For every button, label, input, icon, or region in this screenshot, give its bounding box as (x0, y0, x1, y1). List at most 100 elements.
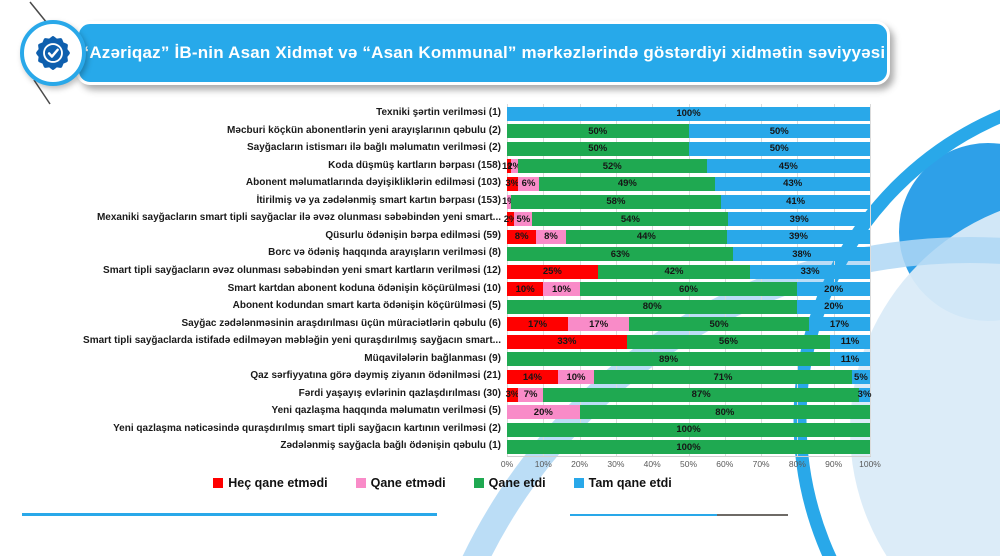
data-label: 56% (718, 336, 738, 348)
chart-row-14: Smart tipli sayğaclarda istifadə edilməy… (0, 333, 880, 351)
category-label: Texniki şərtin verilməsi (1) (376, 107, 501, 118)
category-label: Məcburi köçkün abonentlərin yeni arayışl… (227, 124, 501, 136)
data-label: 100% (676, 108, 701, 120)
bar-track: 89% 11% (507, 352, 870, 367)
bar-track: 3% 6% 49% 43% (505, 176, 870, 191)
data-label: 7% (523, 389, 538, 401)
bar-segment: 17% (507, 317, 569, 332)
bar-track: 100% (507, 440, 870, 455)
chart-row-5: Abonent məlumatlarında dəyişikliklərin e… (0, 175, 880, 193)
chart-row-13: Sayğac zədələnməsinin araşdırılması üçün… (0, 316, 880, 334)
bar-track: 80% 20% (507, 299, 870, 314)
chart-row-3: Sayğacların istismarı ilə bağlı məlumatı… (0, 140, 880, 158)
footer-divider-left (22, 513, 437, 516)
bar-segment: 100% (507, 440, 870, 455)
data-label: 38% (792, 248, 812, 260)
chart-row-12: Abonent kodundan smart karta ödənişin kö… (0, 298, 880, 316)
legend-item-2: Qane etmədi (355, 476, 446, 490)
data-label: 17% (589, 318, 609, 330)
bar-segment: 7% (517, 387, 544, 402)
data-label: 2% (503, 213, 518, 225)
chart-row-9: Borc və ödəniş haqqında arayışların veri… (0, 245, 880, 263)
data-label: 50% (709, 318, 729, 330)
category-label: Qüsurlu ödənişin bərpa edilməsi (59) (325, 229, 501, 241)
category-label: Yeni qazlaşma haqqında məlumatın verilmə… (271, 405, 501, 417)
bar-segment: 20% (797, 299, 870, 314)
bar-segment: 50% (688, 124, 870, 139)
legend-item-3: Qane etdi (473, 476, 546, 490)
bar-segment: 3% (506, 387, 519, 402)
data-label: 54% (620, 213, 640, 225)
bar-track: 3% 7% 87% 3% (506, 387, 872, 402)
data-label: 3% (505, 178, 520, 190)
chart-row-2: Məcburi köçkün abonentlərin yeni arayışl… (0, 123, 880, 141)
footer-divider-right-gray (717, 514, 788, 516)
bar-track: 100% (507, 106, 870, 121)
data-label: 50% (588, 125, 608, 137)
page-title: “Azəriqaz” İB-nin Asan Xidmət və “Asan K… (80, 43, 886, 62)
bar-segment: 2% (507, 159, 521, 174)
bar-segment: 10% (543, 282, 580, 297)
bar-segment: 63% (507, 247, 734, 262)
chart-row-4: Koda düşmüş kartların bərpası (158) 1% 2% 5… (0, 158, 880, 176)
bar-segment: 80% (507, 299, 798, 314)
data-label: 17% (528, 318, 548, 330)
legend-item-4: Tam qane etdi (573, 476, 672, 490)
data-label: 80% (642, 301, 662, 313)
category-label: Yeni qazlaşma nəticəsində quraşdırılmış … (113, 422, 501, 434)
data-label: 25% (542, 266, 562, 278)
category-label: İtirilmiş və ya zədələnmiş smart kartın … (256, 194, 501, 206)
bar-segment: 6% (517, 176, 540, 191)
bar-segment: 3% (857, 387, 872, 402)
bar-segment: 39% (728, 212, 870, 227)
chart-row-18: Yeni qazlaşma haqqında məlumatın verilmə… (0, 403, 880, 421)
category-label: Abonent məlumatlarında dəyişikliklərin e… (245, 177, 501, 189)
legend-label: Tam qane etdi (588, 476, 672, 490)
data-label: 5% (854, 371, 868, 383)
data-label: 3% (857, 389, 872, 401)
bar-segment: 8% (536, 229, 566, 244)
legend-swatch-icon (355, 478, 366, 488)
bar-track: 10% 10% 60% 20% (507, 282, 870, 297)
chart-row-16: Qaz sərfiyyatına görə dəymiş ziyanın ödə… (0, 368, 880, 386)
category-label: Sayğacların istismarı ilə bağlı məlumatı… (247, 142, 501, 154)
bar-segment: 39% (726, 229, 870, 244)
bar-segment: 41% (721, 194, 870, 209)
data-label: 20% (533, 406, 553, 418)
bar-track: 20% 80% (507, 405, 870, 420)
bar-segment: 8% (507, 229, 537, 244)
chart-row-17: Fərdi yaşayış evlərinin qazlaşdırılması … (0, 386, 880, 404)
data-label: 10% (566, 371, 586, 383)
bar-segment: 52% (517, 159, 707, 174)
x-tick-label: 0% (500, 459, 514, 469)
bar-segment: 33% (507, 334, 627, 349)
bar-segment: 50% (688, 141, 870, 156)
bar-segment: 10% (507, 282, 544, 297)
bar-track: 50% 50% (507, 124, 870, 139)
chart-row-10: Smart tipli sayğacların əvəz olunması sə… (0, 263, 880, 281)
header-banner: “Azəriqaz” İB-nin Asan Xidmət və “Asan K… (76, 21, 890, 85)
data-label: 20% (824, 283, 844, 295)
data-label: 58% (606, 196, 626, 208)
data-label: 63% (610, 248, 630, 260)
data-label: 49% (617, 178, 637, 190)
bar-segment: 11% (830, 352, 870, 367)
category-label: Smart kartdan abonent koduna ödənişin kö… (227, 282, 501, 294)
data-label: 10% (551, 283, 571, 295)
data-label: 100% (676, 441, 701, 453)
data-label: 42% (664, 266, 684, 278)
bar-segment: 20% (797, 282, 870, 297)
satisfaction-chart: Texniki şərtin verilməsi (1) 100% Məcburi … (0, 105, 880, 457)
bar-track: 14% 10% 71% 5% (507, 370, 870, 385)
data-label: 80% (715, 406, 735, 418)
bar-segment: 11% (830, 334, 870, 349)
category-label: Mexaniki sayğacların smart tipli sayğacl… (96, 212, 501, 224)
legend-swatch-icon (473, 478, 484, 488)
bar-segment: 100% (507, 106, 870, 121)
bar-track: 100% (507, 422, 870, 437)
x-axis: 0% 10% 20% 30% 40% 50% 60% 70% 80% 90% 100% (501, 459, 881, 471)
category-label: Zədələnmiş sayğacla bağlı ödənişin qəbul… (280, 440, 501, 452)
data-label: 89% (659, 353, 679, 365)
chart-row-8: Qüsurlu ödənişin bərpa edilməsi (59) 8% 8%… (0, 228, 880, 246)
chart-row-1: Texniki şərtin verilməsi (1) 100% (0, 105, 880, 123)
